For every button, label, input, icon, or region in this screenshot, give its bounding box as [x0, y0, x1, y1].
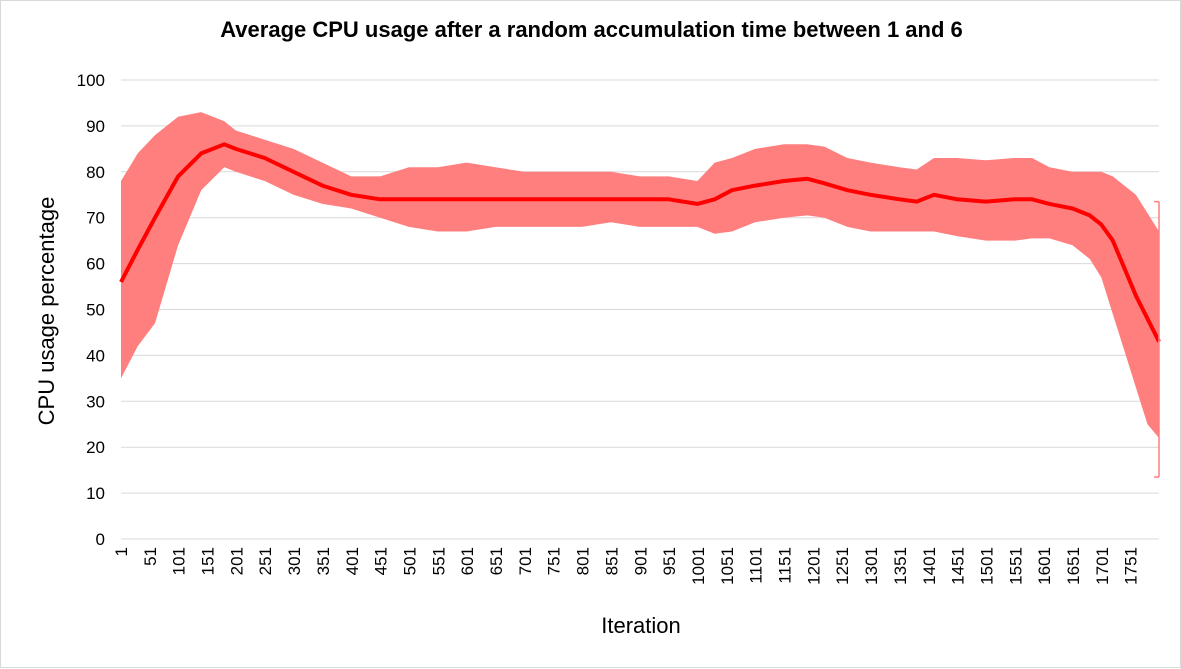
x-tick-label: 1401 — [920, 547, 939, 585]
y-tick-label: 50 — [86, 301, 105, 320]
x-tick-label: 1251 — [833, 547, 852, 585]
x-tick-label: 551 — [429, 547, 448, 575]
x-tick-label: 1551 — [1006, 547, 1025, 585]
x-tick-label: 801 — [574, 547, 593, 575]
x-tick-label: 901 — [631, 547, 650, 575]
x-tick-label: 701 — [516, 547, 535, 575]
x-tick-label: 1 — [112, 547, 131, 556]
x-tick-label: 651 — [487, 547, 506, 575]
y-tick-label: 10 — [86, 484, 105, 503]
y-tick-label: 40 — [86, 346, 105, 365]
x-tick-label: 601 — [458, 547, 477, 575]
x-tick-label: 1451 — [949, 547, 968, 585]
x-tick-label: 151 — [199, 547, 218, 575]
x-tick-label: 751 — [545, 547, 564, 575]
x-tick-label: 351 — [314, 547, 333, 575]
y-tick-label: 70 — [86, 209, 105, 228]
x-tick-label: 851 — [602, 547, 621, 575]
x-tick-label: 1101 — [747, 547, 766, 584]
x-tick-label: 401 — [343, 547, 362, 575]
x-tick-label: 501 — [400, 547, 419, 575]
y-tick-label: 100 — [77, 71, 105, 90]
x-tick-label: 251 — [256, 547, 275, 575]
y-tick-label: 30 — [86, 392, 105, 411]
x-tick-label: 1751 — [1122, 547, 1141, 585]
series-line — [119, 142, 1161, 343]
x-tick-label: 201 — [227, 547, 246, 575]
x-tick-label: 1201 — [804, 547, 823, 585]
x-tick-label: 1001 — [689, 547, 708, 585]
x-tick-label: 101 — [170, 547, 189, 575]
x-tick-label: 451 — [372, 547, 391, 575]
y-tick-label: 90 — [86, 117, 105, 136]
error-band — [121, 112, 1159, 438]
y-tick-label: 80 — [86, 163, 105, 182]
x-axis-label: Iteration — [601, 613, 681, 638]
x-tick-label: 1301 — [862, 547, 881, 585]
x-tick-label: 951 — [660, 547, 679, 575]
x-tick-label: 1051 — [718, 547, 737, 585]
x-tick-label: 301 — [285, 547, 304, 575]
x-tick-label: 1501 — [977, 547, 996, 585]
x-tick-label: 1701 — [1093, 547, 1112, 585]
chart-title: Average CPU usage after a random accumul… — [220, 17, 963, 42]
x-tick-label: 1351 — [891, 547, 910, 585]
x-tick-label: 1651 — [1064, 547, 1083, 585]
y-tick-label: 20 — [86, 438, 105, 457]
y-tick-label: 0 — [96, 530, 105, 549]
x-tick-label: 1151 — [776, 547, 795, 584]
y-tick-label: 60 — [86, 255, 105, 274]
x-tick-label: 1601 — [1035, 547, 1054, 585]
x-tick-label: 51 — [141, 547, 160, 566]
